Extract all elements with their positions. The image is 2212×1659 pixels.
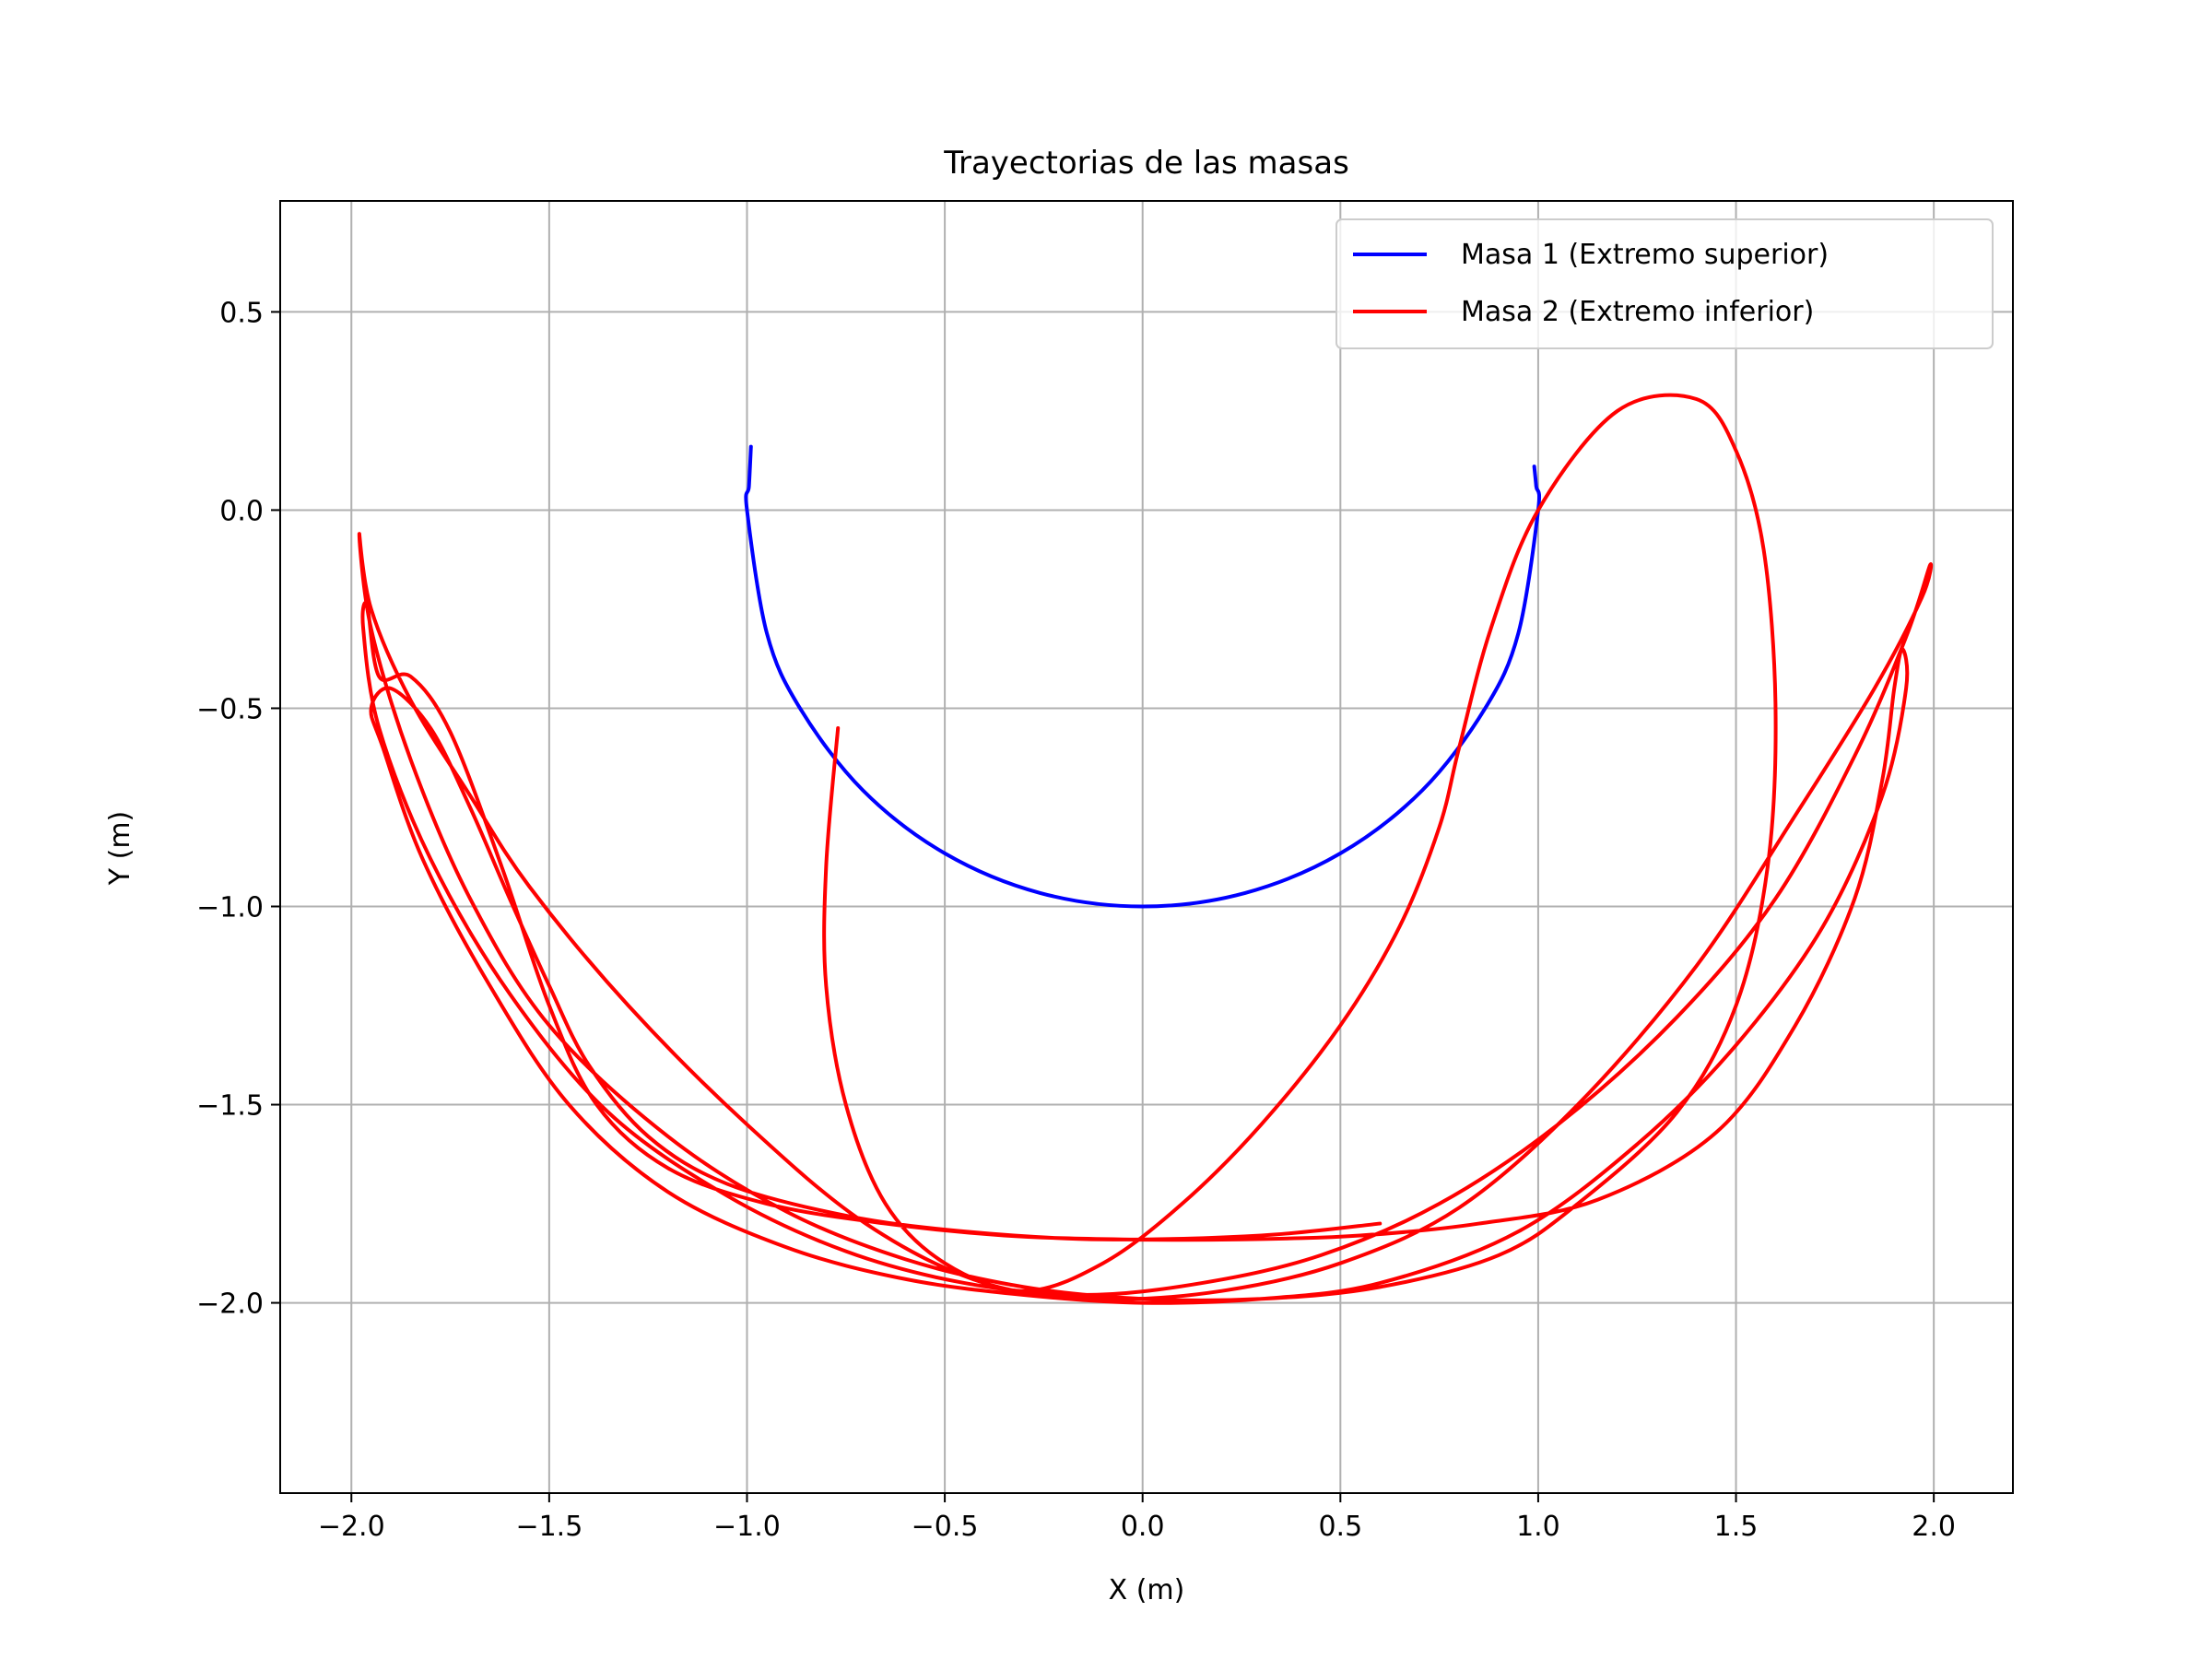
y-tick-label: −1.5 <box>196 1090 264 1123</box>
x-tick-label: 2.0 <box>1912 1511 1956 1543</box>
axis-ticks: −2.0 −1.5 −1.0 −0.5 0.0 0.5 1.0 1.5 2.0 0.5 0.0 −0.… <box>196 297 1956 1543</box>
legend: Masa 1 (Extremo superior) Masa 2 (Extrem… <box>1335 218 1994 349</box>
y-axis-label: Y (m) <box>104 811 136 887</box>
legend-label-masa-1: Masa 1 (Extremo superior) <box>1461 239 1829 271</box>
x-tick-label: 1.5 <box>1714 1511 1759 1543</box>
axes-frame <box>279 200 2014 1494</box>
x-tick-label: 1.0 <box>1516 1511 1560 1543</box>
legend-box <box>1335 218 1994 349</box>
legend-label-masa-2: Masa 2 (Extremo inferior) <box>1461 296 1814 328</box>
y-tick-label: −0.5 <box>196 693 264 725</box>
chart-title: Trayectorias de las masas <box>943 145 1349 182</box>
series-line-masa-2 <box>357 393 1934 1305</box>
x-axis-label: X (m) <box>1109 1574 1185 1606</box>
x-tick-label: 0.0 <box>1121 1511 1165 1543</box>
x-tick-label: −1.0 <box>713 1511 781 1543</box>
x-tick-label: −1.5 <box>515 1511 582 1543</box>
y-tick-label: 0.0 <box>219 495 264 527</box>
y-tick-label: 0.5 <box>219 297 264 329</box>
x-tick-label: 0.5 <box>1318 1511 1362 1543</box>
x-tick-label: −0.5 <box>912 1511 979 1543</box>
y-tick-label: −1.0 <box>196 892 264 924</box>
y-tick-label: −2.0 <box>196 1288 264 1321</box>
x-tick-label: −2.0 <box>318 1511 385 1543</box>
plot-series <box>357 393 1934 1305</box>
series-line-masa-1 <box>744 444 1542 909</box>
